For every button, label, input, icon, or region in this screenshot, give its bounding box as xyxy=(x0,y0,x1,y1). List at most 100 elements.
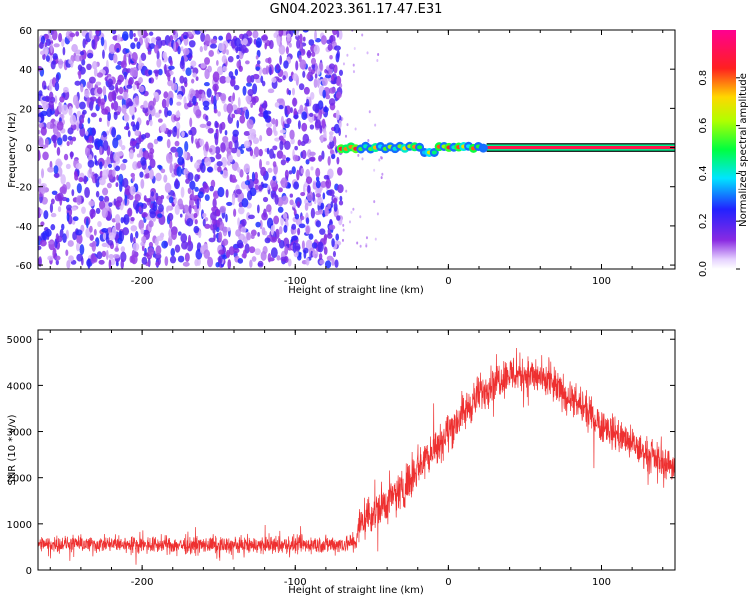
noise-speckle xyxy=(243,140,251,149)
noise-speckle xyxy=(131,174,135,182)
noise-speckle xyxy=(59,228,64,238)
noise-speckle xyxy=(257,262,263,267)
noise-speckle xyxy=(198,230,202,239)
noise-speckle xyxy=(157,68,163,76)
noise-speckle xyxy=(150,190,155,197)
noise-speckle xyxy=(116,79,122,85)
noise-speckle xyxy=(135,121,140,131)
noise-speckle xyxy=(120,60,127,69)
noise-speckle xyxy=(50,43,53,54)
noise-speckle xyxy=(282,75,286,81)
x-tick-label: -200 xyxy=(131,276,154,287)
noise-speckle xyxy=(93,67,98,77)
noise-speckle xyxy=(195,109,202,119)
noise-speckle xyxy=(273,215,280,225)
noise-speckle xyxy=(223,103,228,113)
noise-speckle xyxy=(204,33,211,45)
noise-speckle xyxy=(81,58,86,66)
noise-speckle xyxy=(130,225,138,232)
noise-speckle xyxy=(203,82,210,87)
noise-speckle xyxy=(38,245,42,251)
noise-speckle xyxy=(368,110,371,114)
noise-speckle xyxy=(237,96,241,108)
noise-speckle xyxy=(181,241,188,250)
noise-speckle xyxy=(359,244,362,248)
noise-speckle xyxy=(336,156,340,165)
noise-speckle xyxy=(277,78,283,83)
noise-speckle xyxy=(318,155,323,162)
noise-speckle xyxy=(333,45,341,51)
noise-speckle xyxy=(42,101,49,111)
noise-speckle xyxy=(313,78,318,89)
noise-speckle xyxy=(322,89,326,99)
noise-speckle xyxy=(95,30,100,36)
colorbar-tick-label: 0.4 xyxy=(698,165,709,181)
noise-speckle xyxy=(45,228,52,237)
noise-speckle xyxy=(198,89,203,95)
noise-speckle xyxy=(299,59,307,70)
noise-speckle xyxy=(261,227,266,236)
noise-speckle xyxy=(272,175,277,181)
x-tick-label: 0 xyxy=(445,577,451,588)
noise-speckle xyxy=(228,246,235,256)
noise-speckle xyxy=(101,228,109,233)
noise-speckle xyxy=(315,167,321,178)
noise-speckle xyxy=(280,256,288,262)
noise-speckle xyxy=(298,223,306,229)
noise-speckle xyxy=(205,141,209,152)
noise-speckle xyxy=(102,85,107,97)
noise-speckle xyxy=(170,146,178,153)
noise-speckle xyxy=(150,36,157,44)
noise-speckle xyxy=(204,194,210,201)
y-tick-label: 0 xyxy=(26,566,32,577)
x-tick-label: 100 xyxy=(592,577,611,588)
noise-speckle xyxy=(260,250,267,261)
noise-speckle xyxy=(101,250,107,257)
noise-speckle xyxy=(300,192,306,197)
noise-speckle xyxy=(225,76,231,84)
noise-speckle xyxy=(106,168,109,176)
y-tick-label: 1000 xyxy=(7,520,32,531)
noise-speckle xyxy=(298,252,302,258)
noise-speckle xyxy=(325,94,331,100)
noise-speckle xyxy=(89,166,92,175)
noise-speckle xyxy=(44,34,49,40)
noise-speckle xyxy=(203,249,211,259)
noise-speckle xyxy=(113,111,118,121)
noise-speckle xyxy=(71,189,75,197)
snr-series-line xyxy=(38,347,675,565)
noise-speckle xyxy=(327,43,333,51)
noise-speckle xyxy=(306,190,313,202)
noise-speckle xyxy=(260,75,264,84)
noise-speckle xyxy=(242,38,248,46)
noise-speckle xyxy=(214,135,219,146)
noise-speckle xyxy=(345,189,348,193)
noise-speckle xyxy=(91,39,96,50)
noise-speckle xyxy=(373,200,376,204)
noise-speckle xyxy=(263,208,267,218)
noise-speckle xyxy=(111,127,117,138)
noise-speckle xyxy=(231,104,238,111)
noise-speckle xyxy=(185,178,191,184)
noise-speckle xyxy=(44,138,49,148)
noise-speckle xyxy=(85,145,91,157)
noise-speckle xyxy=(327,227,332,236)
noise-speckle xyxy=(141,256,148,265)
noise-speckle xyxy=(338,69,343,76)
noise-speckle xyxy=(91,127,96,137)
noise-speckle xyxy=(217,111,221,117)
noise-speckle xyxy=(321,77,328,87)
noise-speckle xyxy=(75,31,80,37)
noise-speckle xyxy=(374,123,377,127)
noise-speckle xyxy=(255,66,261,71)
noise-speckle xyxy=(62,134,68,142)
colorbar-tick-label: 0.2 xyxy=(698,213,709,229)
noise-speckle xyxy=(266,147,270,155)
noise-speckle xyxy=(338,30,343,40)
noise-speckle xyxy=(267,57,272,65)
noise-speckle xyxy=(277,238,281,244)
noise-speckle xyxy=(183,77,188,84)
noise-speckle xyxy=(102,132,107,138)
snr-panel: -200 -100 0 100 0 1000 2000 3000 4000 5000 Heigh… xyxy=(7,329,676,596)
page-title: GN04.2023.361.17.47.E31 xyxy=(269,2,443,17)
